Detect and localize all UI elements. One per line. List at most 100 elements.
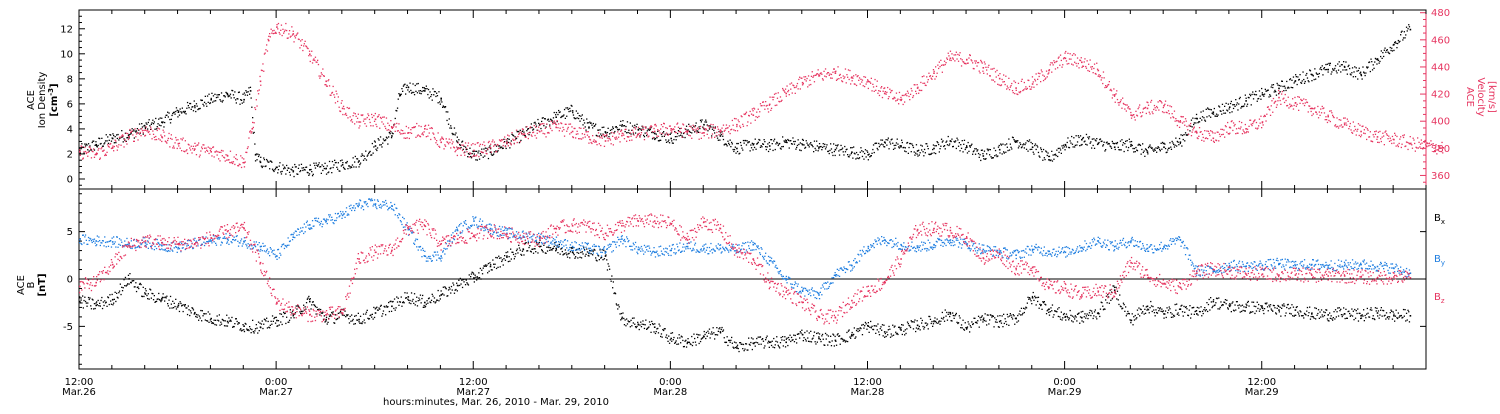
bx-point [170,296,171,297]
velocity-point [1248,126,1249,127]
velocity-point [973,68,974,69]
ion-density-point [897,139,898,140]
velocity-point [881,86,882,87]
ion-density-point [1121,139,1122,140]
ion-density-point [1318,76,1319,77]
velocity-point [965,63,966,64]
velocity-point [774,94,775,95]
velocity-point [1064,53,1065,54]
bx-point [945,316,946,317]
ion-density-point [1195,118,1196,119]
velocity-point [273,30,274,31]
velocity-point [587,135,588,136]
bx-point [415,304,416,305]
bx-point [903,325,904,326]
bx-point [398,298,399,299]
bx-point [915,331,916,332]
bx-point [415,301,416,302]
bx-point [447,295,448,296]
ion-density-point [789,147,790,148]
velocity-point [369,119,370,120]
ion-density-point [171,115,172,116]
ion-density-data-point [1213,111,1215,113]
bx-point [551,249,552,250]
velocity-point [1390,140,1391,141]
ion-density-point [852,158,853,159]
velocity-point [543,123,544,124]
velocity-point [884,87,885,88]
bx-point [750,345,751,346]
ion-density-point [1255,91,1256,92]
velocity-point [1165,101,1166,102]
bx-point [672,332,673,333]
velocity-point [921,90,922,91]
ion-density-point [296,166,297,167]
velocity-point [209,148,210,149]
ion-density-point [1073,137,1074,138]
velocity-point [359,125,360,126]
ion-density-point [719,140,720,141]
ion-density-point [1262,92,1263,93]
bx-point [881,330,882,331]
ion-density-point [457,137,458,138]
velocity-point [576,134,577,135]
velocity-point [690,126,691,127]
velocity-point [530,126,531,127]
velocity-point [210,150,211,151]
ion-density-point [289,172,290,173]
velocity-point [684,128,685,129]
ion-density-point [622,120,623,121]
ion-density-point [1105,149,1106,150]
velocity-point [429,128,430,129]
ion-density-point [611,129,612,130]
bx-point [608,266,609,267]
ion-density-point [588,122,589,123]
bx-point [115,292,116,293]
ion-density-point [373,153,374,154]
velocity-point [197,144,198,145]
ion-density-point [242,94,243,95]
ion-density-point [299,164,300,165]
ion-density-point [812,146,813,147]
velocity-data-point [490,147,492,149]
ion-density-point [409,91,410,92]
bx-point [248,330,249,331]
velocity-point [1206,130,1207,131]
velocity-point [992,68,993,69]
velocity-point [524,133,525,134]
ion-density-point [99,138,100,139]
velocity-point [1017,94,1018,95]
ion-density-point [1365,75,1366,76]
velocity-point [765,101,766,102]
bx-point [650,324,651,325]
ion-density-point [1253,98,1254,99]
bx-point [565,249,566,250]
velocity-point [728,131,729,132]
ion-density-point [403,86,404,87]
ion-density-point [871,153,872,154]
ion-density-data-point [293,170,295,172]
velocity-point [384,126,385,127]
velocity-point [775,105,776,106]
velocity-point [516,130,517,131]
ion-density-point [815,148,816,149]
velocity-data-point [1147,108,1149,110]
bx-point [920,318,921,319]
bx-point [307,297,308,298]
ion-density-point [361,156,362,157]
bx-point [164,300,165,301]
ion-density-point [940,146,941,147]
bx-point [89,299,90,300]
ion-density-point [1343,61,1344,62]
bx-point [286,317,287,318]
bx-point [846,341,847,342]
velocity-data-point [769,104,771,106]
ion-density-point [1409,26,1410,27]
ion-density-point [1182,135,1183,136]
ion-density-point [873,144,874,145]
velocity-point [1243,131,1244,132]
ion-density-point [143,134,144,135]
velocity-point [135,136,136,137]
ion-density-point [112,133,113,134]
velocity-point [880,91,881,92]
